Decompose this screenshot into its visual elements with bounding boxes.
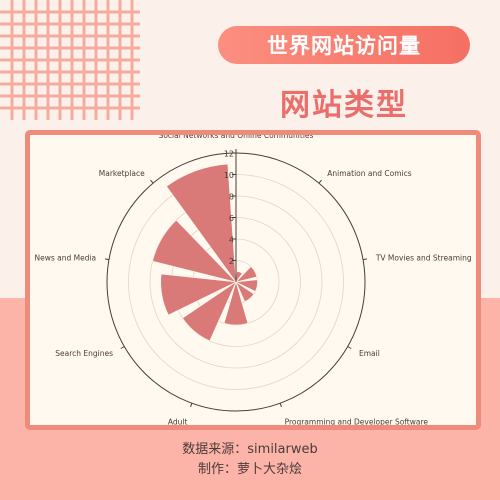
category-label: Adult [168,417,188,425]
radial-tick-label: 4 [229,236,234,245]
bar-6 [182,281,237,342]
angular-tick [190,403,193,408]
category-label: Animation and Comics [327,169,411,178]
category-label: News and Media [34,253,96,262]
category-label: TV Movies and Streaming [375,253,472,262]
bar-4 [235,281,255,303]
bar-9 [166,163,237,284]
category-label: Programming and Developer Software [285,417,429,425]
bar-5 [223,280,249,326]
angular-tick [150,179,154,184]
polar-bar-chart: 2 4 6 8 10 12 Animation and Comics TV Movies an… [34,135,472,425]
radial-tick-label: 12 [224,150,234,159]
bar-7 [160,273,238,316]
angular-tick [347,346,352,349]
page-title: 世界网站访问量 [218,26,470,64]
category-label: Email [359,349,380,358]
angular-tick [120,346,125,349]
radial-tick-label: 10 [224,171,234,180]
radial-tick-label: 6 [229,214,234,223]
page-subtitle: 网站类型 [280,88,408,123]
angular-tick [104,258,110,261]
data-source: 数据来源：similarweb [182,442,318,457]
category-label: Search Engines [55,349,113,358]
radial-tick-label: 8 [229,193,234,202]
author-credit: 制作：萝卜大杂烩 [197,462,302,477]
angular-tick [318,179,322,184]
chart-card: 2 4 6 8 10 12 Animation and Comics TV Movies an… [25,130,481,430]
bar-2 [235,266,258,283]
category-label: Social Networks and Online Communities [159,135,314,140]
category-label: Marketplace [99,169,145,178]
radial-tick-label: 2 [229,257,234,266]
bar-3 [234,279,258,292]
angular-tick [279,403,282,408]
bar-1 [235,270,243,284]
bar-8 [152,219,237,283]
angular-tick [362,258,368,261]
